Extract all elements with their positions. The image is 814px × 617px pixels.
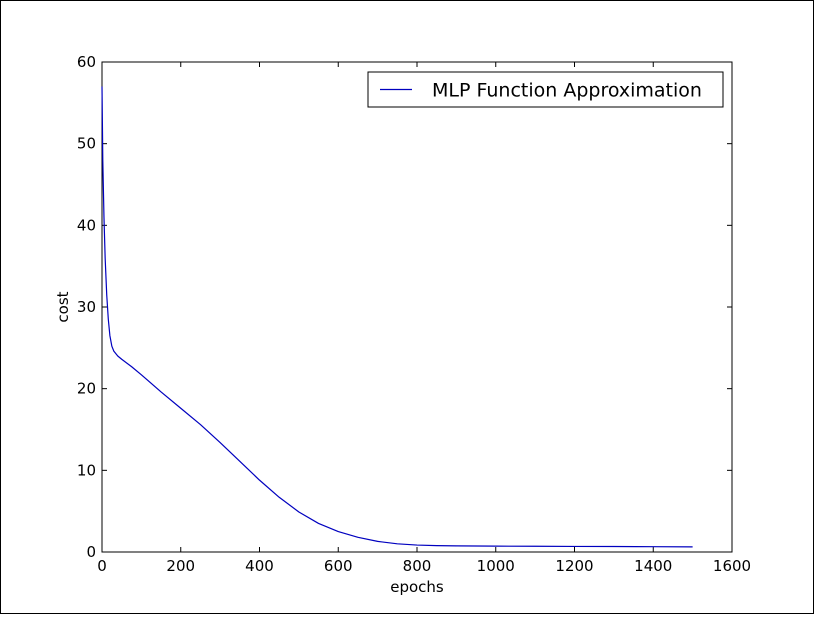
- series-line: [101, 86, 693, 548]
- x-axis-label: epochs: [390, 578, 444, 596]
- x-tick-label: 200: [166, 557, 195, 575]
- legend: MLP Function Approximation: [367, 71, 724, 108]
- y-tick-label: 10: [77, 461, 96, 479]
- x-tick-label: 400: [245, 557, 274, 575]
- x-tick-label: 1400: [634, 557, 672, 575]
- y-tick-label: 0: [86, 543, 96, 561]
- x-tick-label: 800: [403, 557, 432, 575]
- y-tick-label: 40: [77, 216, 96, 234]
- x-tick-label: 1000: [477, 557, 515, 575]
- y-axis-label: cost: [54, 291, 72, 322]
- y-tick-label: 50: [77, 135, 96, 153]
- series-lines: [101, 86, 693, 548]
- plot-area-frame: [101, 61, 733, 553]
- y-tick-label: 20: [77, 380, 96, 398]
- x-tick-label: 1200: [555, 557, 593, 575]
- y-tick-label: 60: [77, 53, 96, 71]
- y-tick-label: 30: [77, 298, 96, 316]
- axes: 0 200 400 600 800 1000 1200 1400 1600 0 10 20 30 40 50…: [77, 53, 751, 575]
- legend-entry-label: MLP Function Approximation: [432, 80, 702, 102]
- x-tick-label: 1600: [713, 557, 751, 575]
- x-tick-label: 600: [324, 557, 353, 575]
- legend-box: [367, 71, 724, 108]
- x-tick-label: 0: [97, 557, 107, 575]
